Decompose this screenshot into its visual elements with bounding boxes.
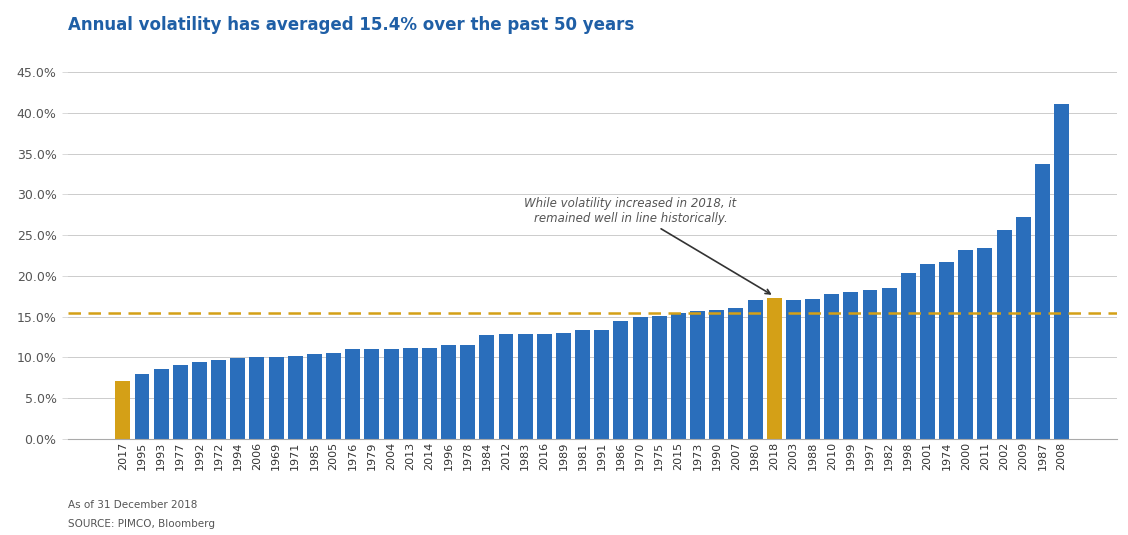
Bar [499,334,513,439]
Bar [671,314,686,439]
Text: While volatility increased in 2018, it
remained well in line historically.: While volatility increased in 2018, it r… [525,196,770,294]
Bar [384,349,398,439]
Bar [1054,104,1069,439]
Bar [134,373,150,439]
Bar [729,309,743,439]
Bar [1034,164,1050,439]
Bar [575,331,590,439]
Bar [537,334,552,439]
Bar [652,316,667,439]
Bar [556,333,571,439]
Bar [307,354,321,439]
Bar [345,349,360,439]
Bar [614,322,628,439]
Bar [173,365,187,439]
Bar [844,292,858,439]
Text: SOURCE: PIMCO, Bloomberg: SOURCE: PIMCO, Bloomberg [68,519,214,529]
Bar [249,357,264,439]
Bar [115,381,131,439]
Bar [192,362,206,439]
Bar [767,298,782,439]
Bar [364,349,379,439]
Bar [901,273,916,439]
Bar [153,369,168,439]
Bar [920,264,935,439]
Bar [268,357,283,439]
Bar [863,290,878,439]
Bar [959,250,973,439]
Bar [710,310,724,439]
Bar [594,331,609,439]
Bar [422,348,437,439]
Bar [633,317,647,439]
Bar [230,358,245,439]
Bar [748,300,763,439]
Bar [460,345,475,439]
Bar [403,348,417,439]
Text: Annual volatility has averaged 15.4% over the past 50 years: Annual volatility has averaged 15.4% ove… [68,16,634,34]
Bar [786,300,801,439]
Bar [940,262,954,439]
Bar [978,248,993,439]
Bar [479,335,494,439]
Bar [211,360,226,439]
Bar [805,299,820,439]
Bar [997,230,1012,439]
Bar [825,294,839,439]
Bar [326,353,341,439]
Bar [288,356,302,439]
Bar [690,311,705,439]
Bar [1016,217,1031,439]
Bar [518,334,532,439]
Bar [441,345,456,439]
Text: As of 31 December 2018: As of 31 December 2018 [68,500,197,510]
Bar [882,288,897,439]
